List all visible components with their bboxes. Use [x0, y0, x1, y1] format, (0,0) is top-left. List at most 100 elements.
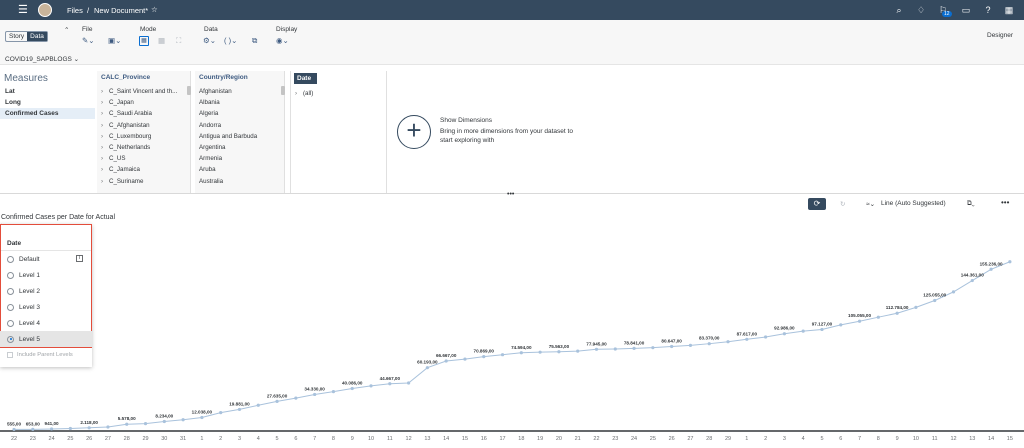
- more-options-icon[interactable]: •••: [1001, 198, 1010, 207]
- avatar[interactable]: [38, 3, 52, 17]
- list-item[interactable]: Algeria: [199, 110, 219, 118]
- x-tick-label: 20: [556, 436, 562, 442]
- chart-type-selector[interactable]: Line (Auto Suggested): [881, 200, 946, 207]
- radio-icon: [7, 335, 14, 343]
- list-item[interactable]: Albania: [199, 99, 220, 107]
- x-tick-label: 29: [725, 436, 731, 442]
- data-point: [87, 426, 91, 430]
- calc-province-scrollbar[interactable]: [187, 86, 191, 95]
- data-label: 19.881,00: [229, 401, 250, 406]
- save-icon[interactable]: ▣⌄: [108, 36, 122, 45]
- country-region-scrollbar[interactable]: [281, 86, 285, 95]
- list-item[interactable]: Antigua and Barbuda: [199, 132, 258, 140]
- list-item[interactable]: Afghanistan: [199, 88, 232, 95]
- undo-icon[interactable]: ↻: [840, 201, 846, 208]
- list-item[interactable]: Aruba: [199, 166, 216, 174]
- info-icon[interactable]: i: [76, 255, 83, 262]
- menu-icon[interactable]: ☰: [18, 4, 28, 16]
- data-point: [388, 382, 392, 386]
- calc-province-column: CALC_Province › C_Saint Vincent and th...…: [97, 71, 191, 193]
- list-item[interactable]: Australia: [199, 177, 224, 185]
- data-label: 78.841,00: [624, 340, 645, 345]
- help-icon[interactable]: ?: [985, 5, 991, 15]
- x-tick-label: 23: [30, 436, 36, 442]
- level-option-4[interactable]: Level 4: [0, 315, 92, 331]
- eye-icon[interactable]: ◉⌄: [276, 36, 289, 45]
- x-tick-label: 8: [332, 436, 335, 442]
- story-button[interactable]: Story: [9, 33, 25, 40]
- level-option-5[interactable]: Level 5: [0, 331, 92, 347]
- data-point: [406, 381, 411, 385]
- favorite-star-icon[interactable]: ☆: [151, 5, 158, 14]
- panel-splitter[interactable]: [0, 193, 1024, 194]
- data-point: [576, 349, 580, 353]
- table-mode-icon[interactable]: ▦: [158, 36, 166, 45]
- list-item[interactable]: › C_Luxembourg: [97, 131, 190, 142]
- x-tick-label: 13: [969, 436, 975, 442]
- formula-icon[interactable]: ( )⌄: [224, 36, 238, 45]
- list-item[interactable]: › C_Saint Vincent and th...: [97, 86, 190, 97]
- list-item[interactable]: › C_Japan: [97, 97, 190, 108]
- x-tick-label: 6: [294, 436, 297, 442]
- notifications-icon[interactable]: ⚐: [938, 5, 948, 15]
- radio-icon: [7, 287, 14, 295]
- collapse-icon[interactable]: ⌃: [64, 27, 70, 34]
- data-point: [707, 342, 711, 346]
- copy-icon[interactable]: ⧉: [252, 36, 258, 45]
- tools-icon[interactable]: ✎⌄: [82, 36, 95, 45]
- product-switch-icon[interactable]: ▦: [1004, 5, 1014, 15]
- list-item[interactable]: › C_Netherlands: [97, 142, 190, 153]
- list-item[interactable]: › C_Afghanistan: [97, 120, 190, 131]
- x-tick-label: 1: [200, 436, 203, 442]
- list-item[interactable]: Armenia: [199, 155, 223, 163]
- list-item[interactable]: Andorra: [199, 121, 222, 129]
- refresh-button[interactable]: ⟳: [808, 198, 826, 210]
- data-label: 66.667,00: [436, 353, 457, 358]
- grid-mode-icon[interactable]: ▦: [139, 36, 149, 46]
- lightbulb-icon[interactable]: ♢: [916, 5, 926, 15]
- list-item[interactable]: Argentina: [199, 143, 226, 151]
- data-point: [594, 347, 599, 351]
- measure-confirmed-cases[interactable]: Confirmed Cases: [0, 108, 95, 119]
- level-option-default[interactable]: Default i: [0, 251, 92, 267]
- data-point: [463, 357, 467, 361]
- data-label: 83.370,00: [699, 336, 720, 341]
- chat-icon[interactable]: ▭: [961, 5, 971, 15]
- model-icon[interactable]: ⚙⌄: [203, 36, 217, 45]
- list-item[interactable]: › C_Saudi Arabia: [97, 108, 190, 119]
- breadcrumb-files[interactable]: Files: [67, 6, 83, 15]
- list-item[interactable]: › C_US: [97, 153, 190, 164]
- list-item[interactable]: › C_Jamaica: [97, 164, 190, 175]
- level-option-2[interactable]: Level 2: [0, 283, 92, 299]
- chart-type-icon[interactable]: ≈⌄: [866, 201, 876, 208]
- radio-icon: [7, 303, 14, 311]
- x-tick-label: 19: [537, 436, 543, 442]
- level-option-1[interactable]: Level 1: [0, 267, 92, 283]
- measure-long[interactable]: Long: [5, 99, 21, 106]
- data-point: [745, 337, 749, 341]
- data-label: 34.330,00: [304, 386, 325, 391]
- data-point: [200, 415, 204, 420]
- date-header[interactable]: Date: [294, 73, 317, 84]
- measure-lat[interactable]: Lat: [5, 88, 15, 95]
- designer-button[interactable]: Designer: [987, 32, 1014, 39]
- include-parent-levels-checkbox[interactable]: Include Parent Levels: [7, 352, 73, 358]
- add-dimension-icon[interactable]: +: [397, 115, 431, 149]
- list-item[interactable]: › (all): [291, 88, 386, 99]
- x-tick-label: 9: [351, 436, 354, 442]
- level-option-3[interactable]: Level 3: [0, 299, 92, 315]
- copy-chart-icon[interactable]: ⧉⌄: [967, 200, 975, 207]
- chevron-right-icon: ›: [101, 177, 104, 185]
- data-button[interactable]: Data: [27, 32, 47, 41]
- list-item[interactable]: › C_Suriname: [97, 176, 190, 187]
- country-region-header[interactable]: Country/Region: [199, 74, 248, 81]
- file-group-label: File: [82, 26, 93, 33]
- x-tick-label: 24: [631, 436, 637, 442]
- x-tick-label: 2: [219, 436, 222, 442]
- search-icon[interactable]: ⌕: [896, 5, 902, 15]
- line-chart: 555,00 653,00 941,00 2.118,00 5.578,00 8.234,…: [0, 260, 1024, 442]
- calc-province-header[interactable]: CALC_Province: [101, 74, 151, 81]
- chart-mode-icon[interactable]: ⛶: [176, 36, 182, 45]
- splitter-handle-icon[interactable]: •••: [507, 191, 515, 198]
- model-selector[interactable]: COVID19_SAPBLOGS ⌄: [5, 56, 80, 63]
